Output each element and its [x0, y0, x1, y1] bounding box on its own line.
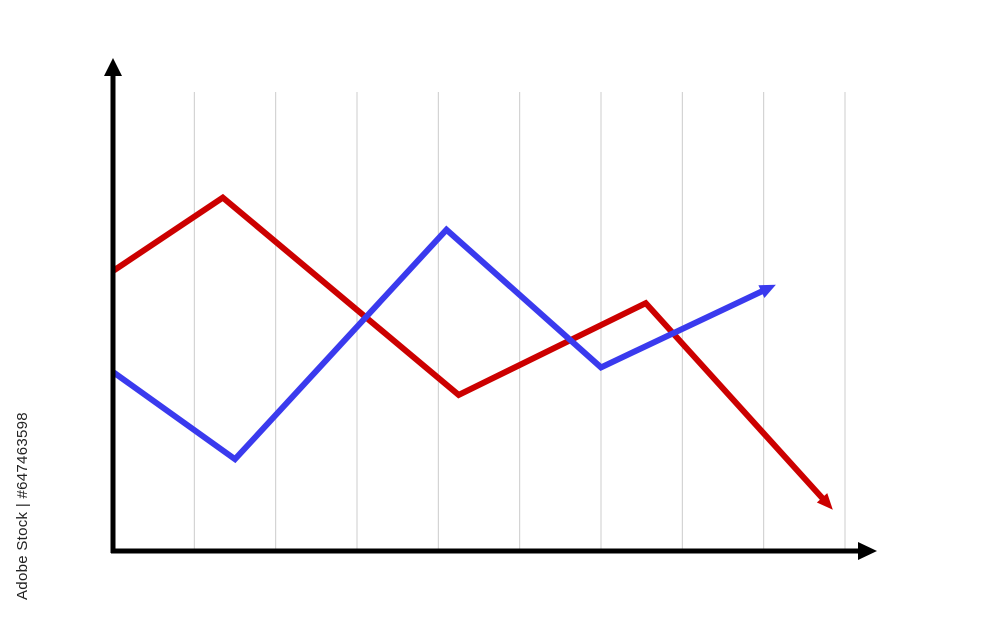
x-axis-arrowhead	[858, 542, 877, 560]
series-2-arrowhead	[758, 284, 776, 298]
axes	[104, 58, 877, 560]
watermark-id-text: Adobe Stock | #647463598	[14, 412, 31, 600]
series-2-line	[111, 225, 767, 464]
y-axis-arrowhead	[104, 58, 122, 76]
series-lines	[111, 193, 833, 510]
series-1-line	[111, 193, 827, 503]
grid-lines	[193, 92, 846, 551]
series-1-arrowhead	[816, 493, 833, 510]
